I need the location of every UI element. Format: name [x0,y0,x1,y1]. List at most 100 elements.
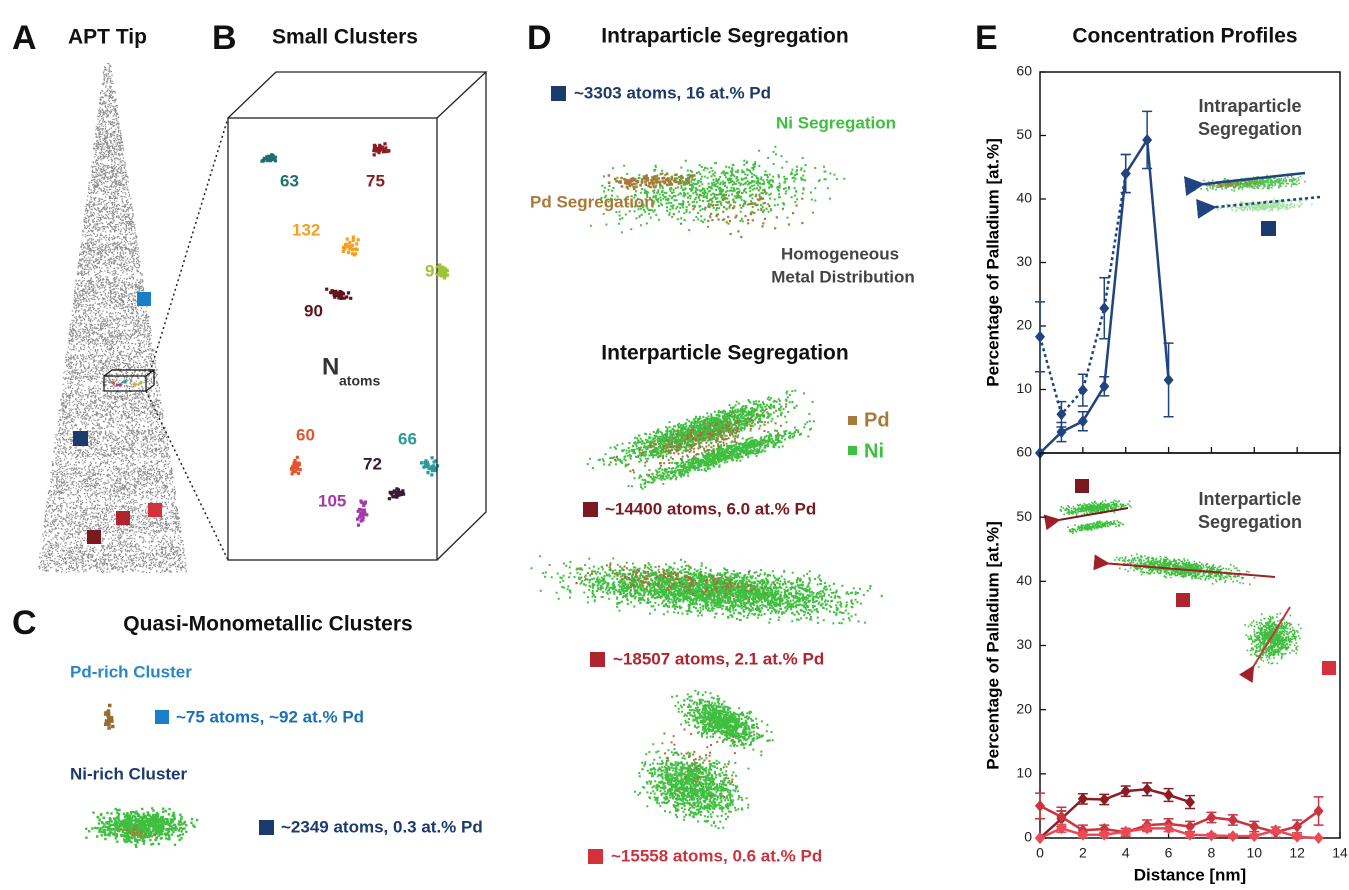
annotation: Segregation [1198,512,1302,532]
marker-square [588,849,603,864]
cluster-label: 93 [425,261,444,280]
point-cloud [663,719,755,798]
legend-swatch [848,446,857,455]
axis-label: N [322,353,339,380]
panel-letter: A [12,19,37,57]
point-cloud [341,235,360,257]
point-cloud [1244,612,1302,668]
point-cloud [325,287,353,300]
panel-letter: D [527,19,552,57]
cluster-label: 63 [280,171,299,190]
marker-square [259,820,274,835]
data-point [1056,408,1067,421]
data-point [1077,792,1088,805]
point-cloud [627,420,815,490]
point-cloud [137,380,143,386]
data-point [1099,380,1110,393]
arrow [1043,507,1129,531]
tip-box [103,369,156,392]
point-cloud [132,382,138,386]
legend-label: Ni [864,440,884,462]
panel-title: Interparticle Segregation [601,342,848,365]
marker-square [1261,221,1276,236]
marker-square [137,292,151,306]
point-cloud [435,263,450,280]
data-point [1142,783,1153,796]
point-cloud [387,487,406,501]
cluster-box [227,71,488,561]
x-tick-label: 12 [1289,845,1305,861]
x-tick-label: 2 [1079,845,1087,861]
annotation: Ni Segregation [776,113,896,132]
cluster-title: Ni-rich Cluster [70,764,188,783]
arrow [1196,195,1321,219]
point-cloud [289,455,302,476]
point-cloud [420,456,440,477]
marker-square [590,652,605,667]
data-point [1185,796,1195,809]
y-tick-label: 30 [1016,636,1032,652]
y-tick-label: 60 [1016,63,1032,79]
y-tick-label: 10 [1016,765,1032,781]
annotation: Segregation [1198,119,1302,139]
arrow [1183,171,1306,197]
data-point [1227,814,1238,827]
panel-letter: E [975,19,998,57]
point-cloud [111,381,115,385]
point-cloud [589,145,846,234]
caption: ~14400 atoms, 6.0 at.% Pd [605,499,816,518]
panel-title: Concentration Profiles [1072,25,1297,48]
cluster-label: 60 [296,425,315,444]
data-point [1292,830,1303,843]
point-cloud [116,383,122,387]
data-point [1120,825,1131,838]
x-axis-label: Distance [nm] [1134,865,1246,884]
marker-square [583,502,598,517]
point-cloud [103,703,115,730]
y-tick-label: 10 [1016,380,1032,396]
data-point [1056,426,1067,439]
annotation: Metal Distribution [771,267,915,286]
legend-label: Pd [864,409,890,431]
point-cloud [1059,499,1132,517]
cluster-title: Pd-rich Cluster [70,662,192,681]
point-cloud [1196,179,1261,189]
y-axis-label: Percentage of Palladium [at.%] [983,138,1002,386]
x-tick-label: 14 [1332,845,1348,861]
marker-square [1322,661,1336,675]
panel-title: Intraparticle Segregation [601,25,848,48]
marker-square [1075,479,1089,493]
annotation: Intraparticle [1198,96,1301,116]
data-point [1270,824,1281,837]
caption: ~3303 atoms, 16 at.% Pd [574,83,771,102]
data-point [1142,822,1153,835]
point-cloud [634,742,750,830]
x-tick-label: 6 [1165,845,1173,861]
marker-square [148,503,162,517]
y-tick-label: 60 [1016,444,1032,460]
panel-title: APT Tip [68,26,147,49]
series-line [1038,173,1127,417]
data-point [1120,785,1131,798]
panel-title: Small Clusters [272,26,418,49]
panel-letter: C [12,604,37,642]
y-tick-label: 20 [1016,700,1032,716]
point-cloud [355,499,369,527]
data-point [1206,829,1217,842]
data-point [1185,820,1195,833]
cluster-label: 66 [398,429,417,448]
data-point [1163,373,1174,386]
x-tick-label: 4 [1122,845,1130,861]
marker-square [155,710,169,724]
data-point [1099,302,1110,315]
data-point [1249,830,1260,843]
data-point [1056,810,1067,823]
point-cloud [671,689,774,757]
data-point [1120,167,1131,180]
y-tick-label: 0 [1024,829,1032,845]
point-cloud [607,172,696,191]
caption: ~75 atoms, ~92 at.% Pd [176,707,364,726]
point-cloud [586,389,814,470]
point-cloud [372,142,391,157]
data-point [1206,811,1217,824]
